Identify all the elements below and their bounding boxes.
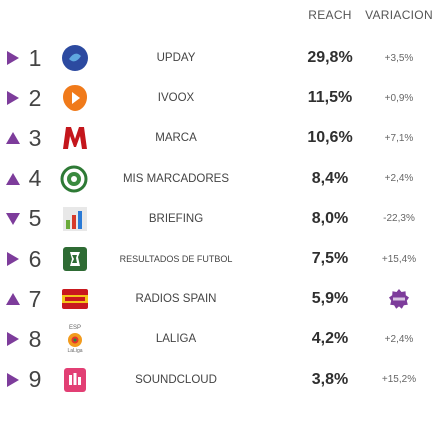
- trend-up-icon: [4, 279, 22, 319]
- list-item: 6 RESULTADOS DE FUTBOL 7,5% +15,4%: [0, 239, 435, 279]
- radios-spain-logo-icon: [60, 279, 90, 319]
- rank-number: 6: [28, 245, 42, 272]
- reach-value: 8,0%: [311, 209, 349, 227]
- rank-number: 8: [28, 325, 42, 352]
- variation-value: +2,4%: [384, 333, 414, 345]
- list-item: 5 BRIEFING 8,0% -22,3%: [0, 199, 435, 239]
- trend-up-icon: [4, 159, 22, 199]
- list-item: 2 IVOOX 11,5% +0,9%: [0, 78, 435, 118]
- reach-value: 5,9%: [311, 290, 349, 308]
- briefing-logo-icon: [60, 199, 90, 239]
- app-name: SOUNDCLOUD: [135, 373, 217, 386]
- list-item: 9 SOUNDCLOUD 3,8% +15,2%: [0, 360, 435, 400]
- ranking-list: 1 UPDAY 29,8% +3,5% 2 IVOOX 11,5% +0,9% …: [0, 38, 435, 400]
- trend-right-icon: [4, 38, 22, 78]
- rank-number: 2: [28, 84, 42, 111]
- trend-up-icon: [4, 118, 22, 158]
- variation-column-header: VARIACION: [365, 8, 433, 22]
- reach-value: 29,8%: [307, 49, 353, 67]
- rank-number: 5: [28, 205, 42, 232]
- trend-right-icon: [4, 360, 22, 400]
- app-name: MARCA: [155, 132, 197, 145]
- variation-value: -22,3%: [383, 213, 415, 225]
- rank-number: 7: [28, 285, 42, 312]
- list-item: 3 MARCA 10,6% +7,1%: [0, 118, 435, 158]
- app-name: LALIGA: [155, 333, 197, 346]
- app-name: RESULTADOS DE FUTBOL: [119, 254, 233, 265]
- app-name: MIS MARCADORES: [122, 172, 230, 185]
- reach-value: 7,5%: [311, 250, 349, 268]
- variation-value: +15,2%: [381, 374, 417, 386]
- list-item: 8 ESP LaLiga LALIGA 4,2% +2,4%: [0, 319, 435, 359]
- trend-right-icon: [4, 239, 22, 279]
- trend-right-icon: [4, 78, 22, 118]
- trend-down-icon: [4, 199, 22, 239]
- upday-logo-icon: [60, 38, 90, 78]
- laliga-logo-bottom-text: LaLiga: [67, 347, 83, 354]
- trend-right-icon: [4, 319, 22, 359]
- variation-value: +2,4%: [384, 173, 414, 185]
- rank-number: 9: [28, 366, 42, 393]
- rank-number: 4: [28, 165, 42, 192]
- rank-number: 3: [28, 124, 42, 151]
- resultados-futbol-logo-icon: [60, 239, 90, 279]
- ivoox-logo-icon: [60, 78, 90, 118]
- laliga-logo-icon: ESP LaLiga: [60, 319, 90, 359]
- app-name: RADIOS SPAIN: [135, 293, 217, 306]
- new-badge-icon: [370, 279, 428, 319]
- marca-logo-icon: [60, 118, 90, 158]
- list-item: 7 RADIOS SPAIN 5,9%: [0, 279, 435, 319]
- app-name: BRIEFING: [148, 212, 204, 225]
- reach-value: 8,4%: [311, 169, 349, 187]
- soundcloud-logo-icon: [60, 360, 90, 400]
- variation-value: +15,4%: [381, 253, 417, 265]
- list-item: 4 MIS MARCADORES 8,4% +2,4%: [0, 159, 435, 199]
- laliga-logo-top-text: ESP: [68, 324, 81, 331]
- reach-value: 10,6%: [307, 129, 353, 147]
- table-header: REACH VARIACION: [0, 0, 435, 40]
- variation-value: +0,9%: [384, 92, 414, 104]
- app-name: IVOOX: [157, 92, 195, 105]
- reach-column-header: REACH: [308, 8, 352, 22]
- reach-value: 4,2%: [311, 330, 349, 348]
- mis-marcadores-logo-icon: [60, 159, 90, 199]
- list-item: 1 UPDAY 29,8% +3,5%: [0, 38, 435, 78]
- reach-value: 3,8%: [311, 370, 349, 388]
- variation-value: +3,5%: [384, 52, 414, 64]
- reach-value: 11,5%: [307, 89, 353, 107]
- app-name: UPDAY: [156, 52, 196, 65]
- rank-number: 1: [28, 44, 42, 71]
- variation-value: +7,1%: [384, 132, 414, 144]
